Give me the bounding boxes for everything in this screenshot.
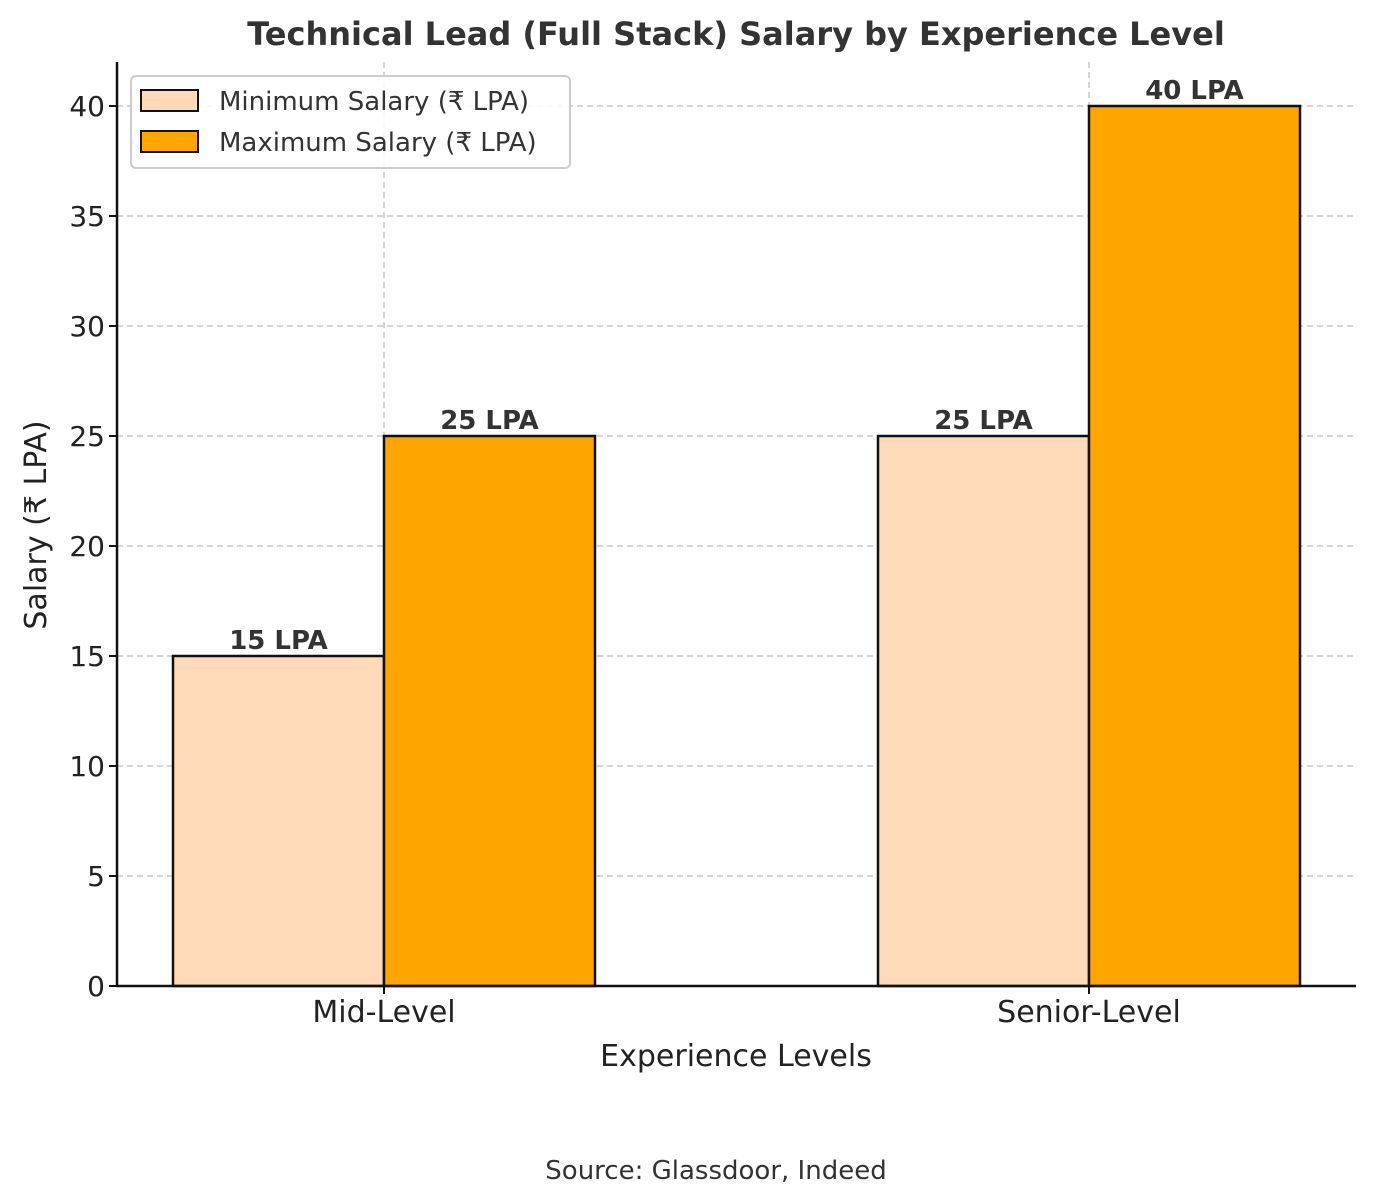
y-tick-label: 5 [87,860,105,893]
y-axis-label: Salary (₹ LPA) [19,420,54,629]
y-ticks: 0 5 10 15 20 25 30 35 40 [69,90,117,1003]
bar-minimum-mid-level [171,654,386,988]
bar-minimum-senior-level [876,434,1091,988]
y-tick-label: 20 [69,530,105,563]
y-tick-label: 40 [69,90,105,123]
x-axis-label: Experience Levels [600,1039,872,1074]
data-label: 25 LPA [934,406,1033,436]
legend-swatch [140,130,199,153]
y-tick-label: 15 [69,640,105,673]
y-tick-label: 0 [87,970,105,1003]
chart-title: Technical Lead (Full Stack) Salary by Ex… [247,15,1225,53]
y-tick-label: 25 [69,420,105,453]
bar-maximum-mid-level [382,434,597,988]
data-label: 15 LPA [229,626,328,656]
legend-label: Maximum Salary (₹ LPA) [219,128,537,158]
bars [171,104,1302,988]
legend-box [130,75,571,169]
legend: Minimum Salary (₹ LPA) Maximum Salary (₹ … [130,75,571,169]
bar-maximum-senior-level [1087,104,1302,988]
data-label: 25 LPA [440,406,539,436]
legend-label: Minimum Salary (₹ LPA) [219,87,529,117]
data-labels: 15 LPA 25 LPA 25 LPA 40 LPA [229,76,1244,656]
y-tick-label: 30 [69,310,105,343]
x-tick-label: Senior-Level [997,995,1181,1030]
y-tick-label: 10 [69,750,105,783]
y-tick-label: 35 [69,200,105,233]
data-label: 40 LPA [1145,76,1244,106]
legend-swatch [140,89,199,112]
x-tick-label: Mid-Level [312,995,455,1030]
x-ticks: Mid-Level Senior-Level [312,986,1181,1030]
source-note: Source: Glassdoor, Indeed [545,1156,886,1186]
